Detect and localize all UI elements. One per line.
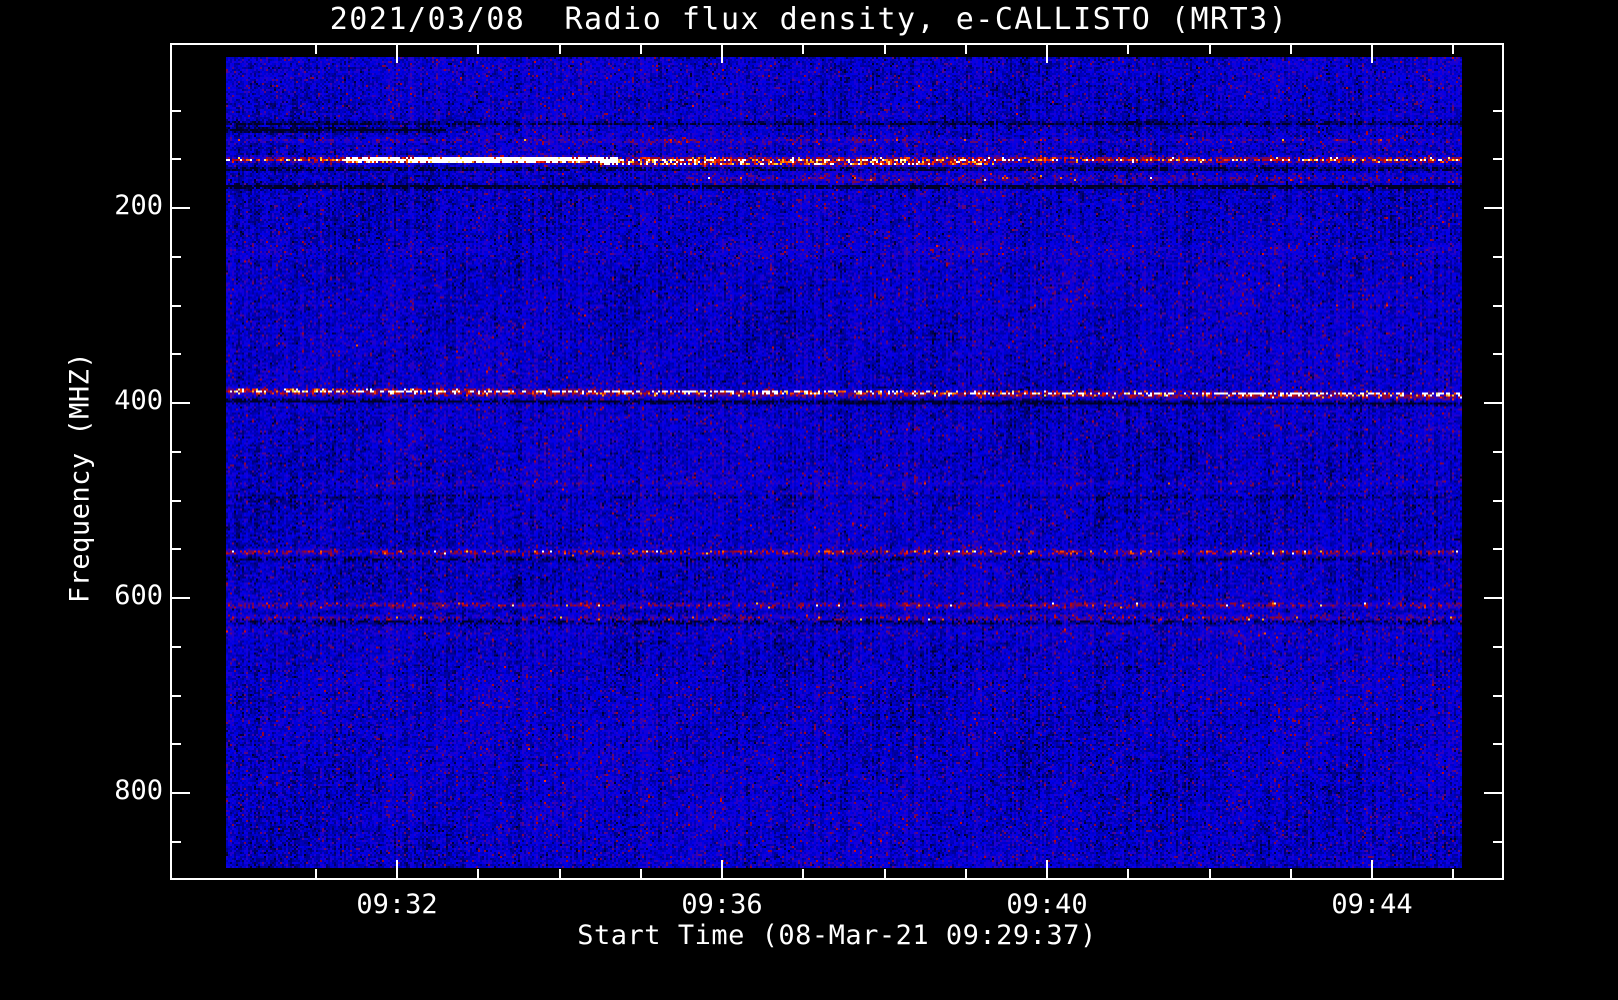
y-tick-right-350 bbox=[1493, 353, 1504, 356]
y-tick-850 bbox=[170, 840, 181, 843]
y-tick-right-150 bbox=[1493, 158, 1504, 161]
y-tick-right-400 bbox=[1484, 402, 1504, 404]
y-tick-right-100 bbox=[1493, 109, 1504, 112]
y-tick-label-600: 600 bbox=[114, 580, 163, 611]
page-title: 2021/03/08 Radio flux density, e-CALLIST… bbox=[329, 2, 1289, 37]
y-tick-300 bbox=[170, 304, 181, 307]
y-tick-400 bbox=[170, 402, 190, 404]
x-tick-label-09-32: 09:32 bbox=[356, 889, 438, 920]
y-tick-200 bbox=[170, 207, 190, 209]
x-tick-top-37 bbox=[802, 43, 805, 54]
x-tick-42 bbox=[1208, 869, 1211, 880]
x-tick-36 bbox=[721, 860, 723, 880]
x-tick-33 bbox=[477, 869, 480, 880]
x-tick-top-36 bbox=[721, 43, 723, 63]
y-tick-right-850 bbox=[1493, 840, 1504, 843]
x-tick-32 bbox=[396, 860, 398, 880]
x-tick-top-43 bbox=[1289, 43, 1292, 54]
x-tick-top-34 bbox=[558, 43, 561, 54]
x-tick-38 bbox=[883, 869, 886, 880]
x-tick-label-09-36: 09:36 bbox=[681, 889, 763, 920]
x-tick-34 bbox=[558, 869, 561, 880]
x-tick-label-09-40: 09:40 bbox=[1006, 889, 1088, 920]
y-tick-right-800 bbox=[1484, 792, 1504, 794]
y-tick-450 bbox=[170, 450, 181, 453]
y-tick-label-400: 400 bbox=[114, 385, 163, 416]
y-tick-800 bbox=[170, 792, 190, 794]
spectrogram-raster bbox=[226, 57, 1462, 868]
x-tick-top-45 bbox=[1452, 43, 1455, 54]
y-tick-right-200 bbox=[1484, 207, 1504, 209]
x-axis-title: Start Time (08-Mar-21 09:29:37) bbox=[577, 920, 1097, 951]
x-tick-top-41 bbox=[1127, 43, 1130, 54]
x-tick-45 bbox=[1452, 869, 1455, 880]
y-tick-label-200: 200 bbox=[114, 190, 163, 221]
y-tick-500 bbox=[170, 499, 181, 502]
x-tick-top-40 bbox=[1046, 43, 1048, 63]
x-tick-41 bbox=[1127, 869, 1130, 880]
y-tick-right-750 bbox=[1493, 743, 1504, 746]
x-tick-44 bbox=[1371, 860, 1373, 880]
y-tick-right-600 bbox=[1484, 597, 1504, 599]
x-tick-top-35 bbox=[639, 43, 642, 54]
y-tick-100 bbox=[170, 109, 181, 112]
y-tick-750 bbox=[170, 743, 181, 746]
y-tick-right-300 bbox=[1493, 304, 1504, 307]
x-tick-top-38 bbox=[883, 43, 886, 54]
x-tick-top-31 bbox=[314, 43, 317, 54]
y-tick-550 bbox=[170, 548, 181, 551]
x-tick-43 bbox=[1289, 869, 1292, 880]
y-tick-right-550 bbox=[1493, 548, 1504, 551]
x-tick-39 bbox=[964, 869, 967, 880]
x-tick-top-44 bbox=[1371, 43, 1373, 63]
y-tick-label-800: 800 bbox=[114, 775, 163, 806]
x-tick-top-42 bbox=[1208, 43, 1211, 54]
x-tick-35 bbox=[639, 869, 642, 880]
y-tick-600 bbox=[170, 597, 190, 599]
x-tick-top-33 bbox=[477, 43, 480, 54]
x-tick-top-32 bbox=[396, 43, 398, 63]
y-tick-700 bbox=[170, 694, 181, 697]
y-tick-right-250 bbox=[1493, 255, 1504, 258]
y-tick-right-700 bbox=[1493, 694, 1504, 697]
y-axis-title: Frequency (MHZ) bbox=[64, 351, 96, 604]
x-tick-40 bbox=[1046, 860, 1048, 880]
y-tick-650 bbox=[170, 645, 181, 648]
y-tick-right-450 bbox=[1493, 450, 1504, 453]
x-tick-top-39 bbox=[964, 43, 967, 54]
x-tick-31 bbox=[314, 869, 317, 880]
x-tick-37 bbox=[802, 869, 805, 880]
y-tick-350 bbox=[170, 353, 181, 356]
y-tick-right-650 bbox=[1493, 645, 1504, 648]
y-tick-250 bbox=[170, 255, 181, 258]
y-tick-150 bbox=[170, 158, 181, 161]
y-tick-right-500 bbox=[1493, 499, 1504, 502]
x-tick-label-09-44: 09:44 bbox=[1331, 889, 1413, 920]
